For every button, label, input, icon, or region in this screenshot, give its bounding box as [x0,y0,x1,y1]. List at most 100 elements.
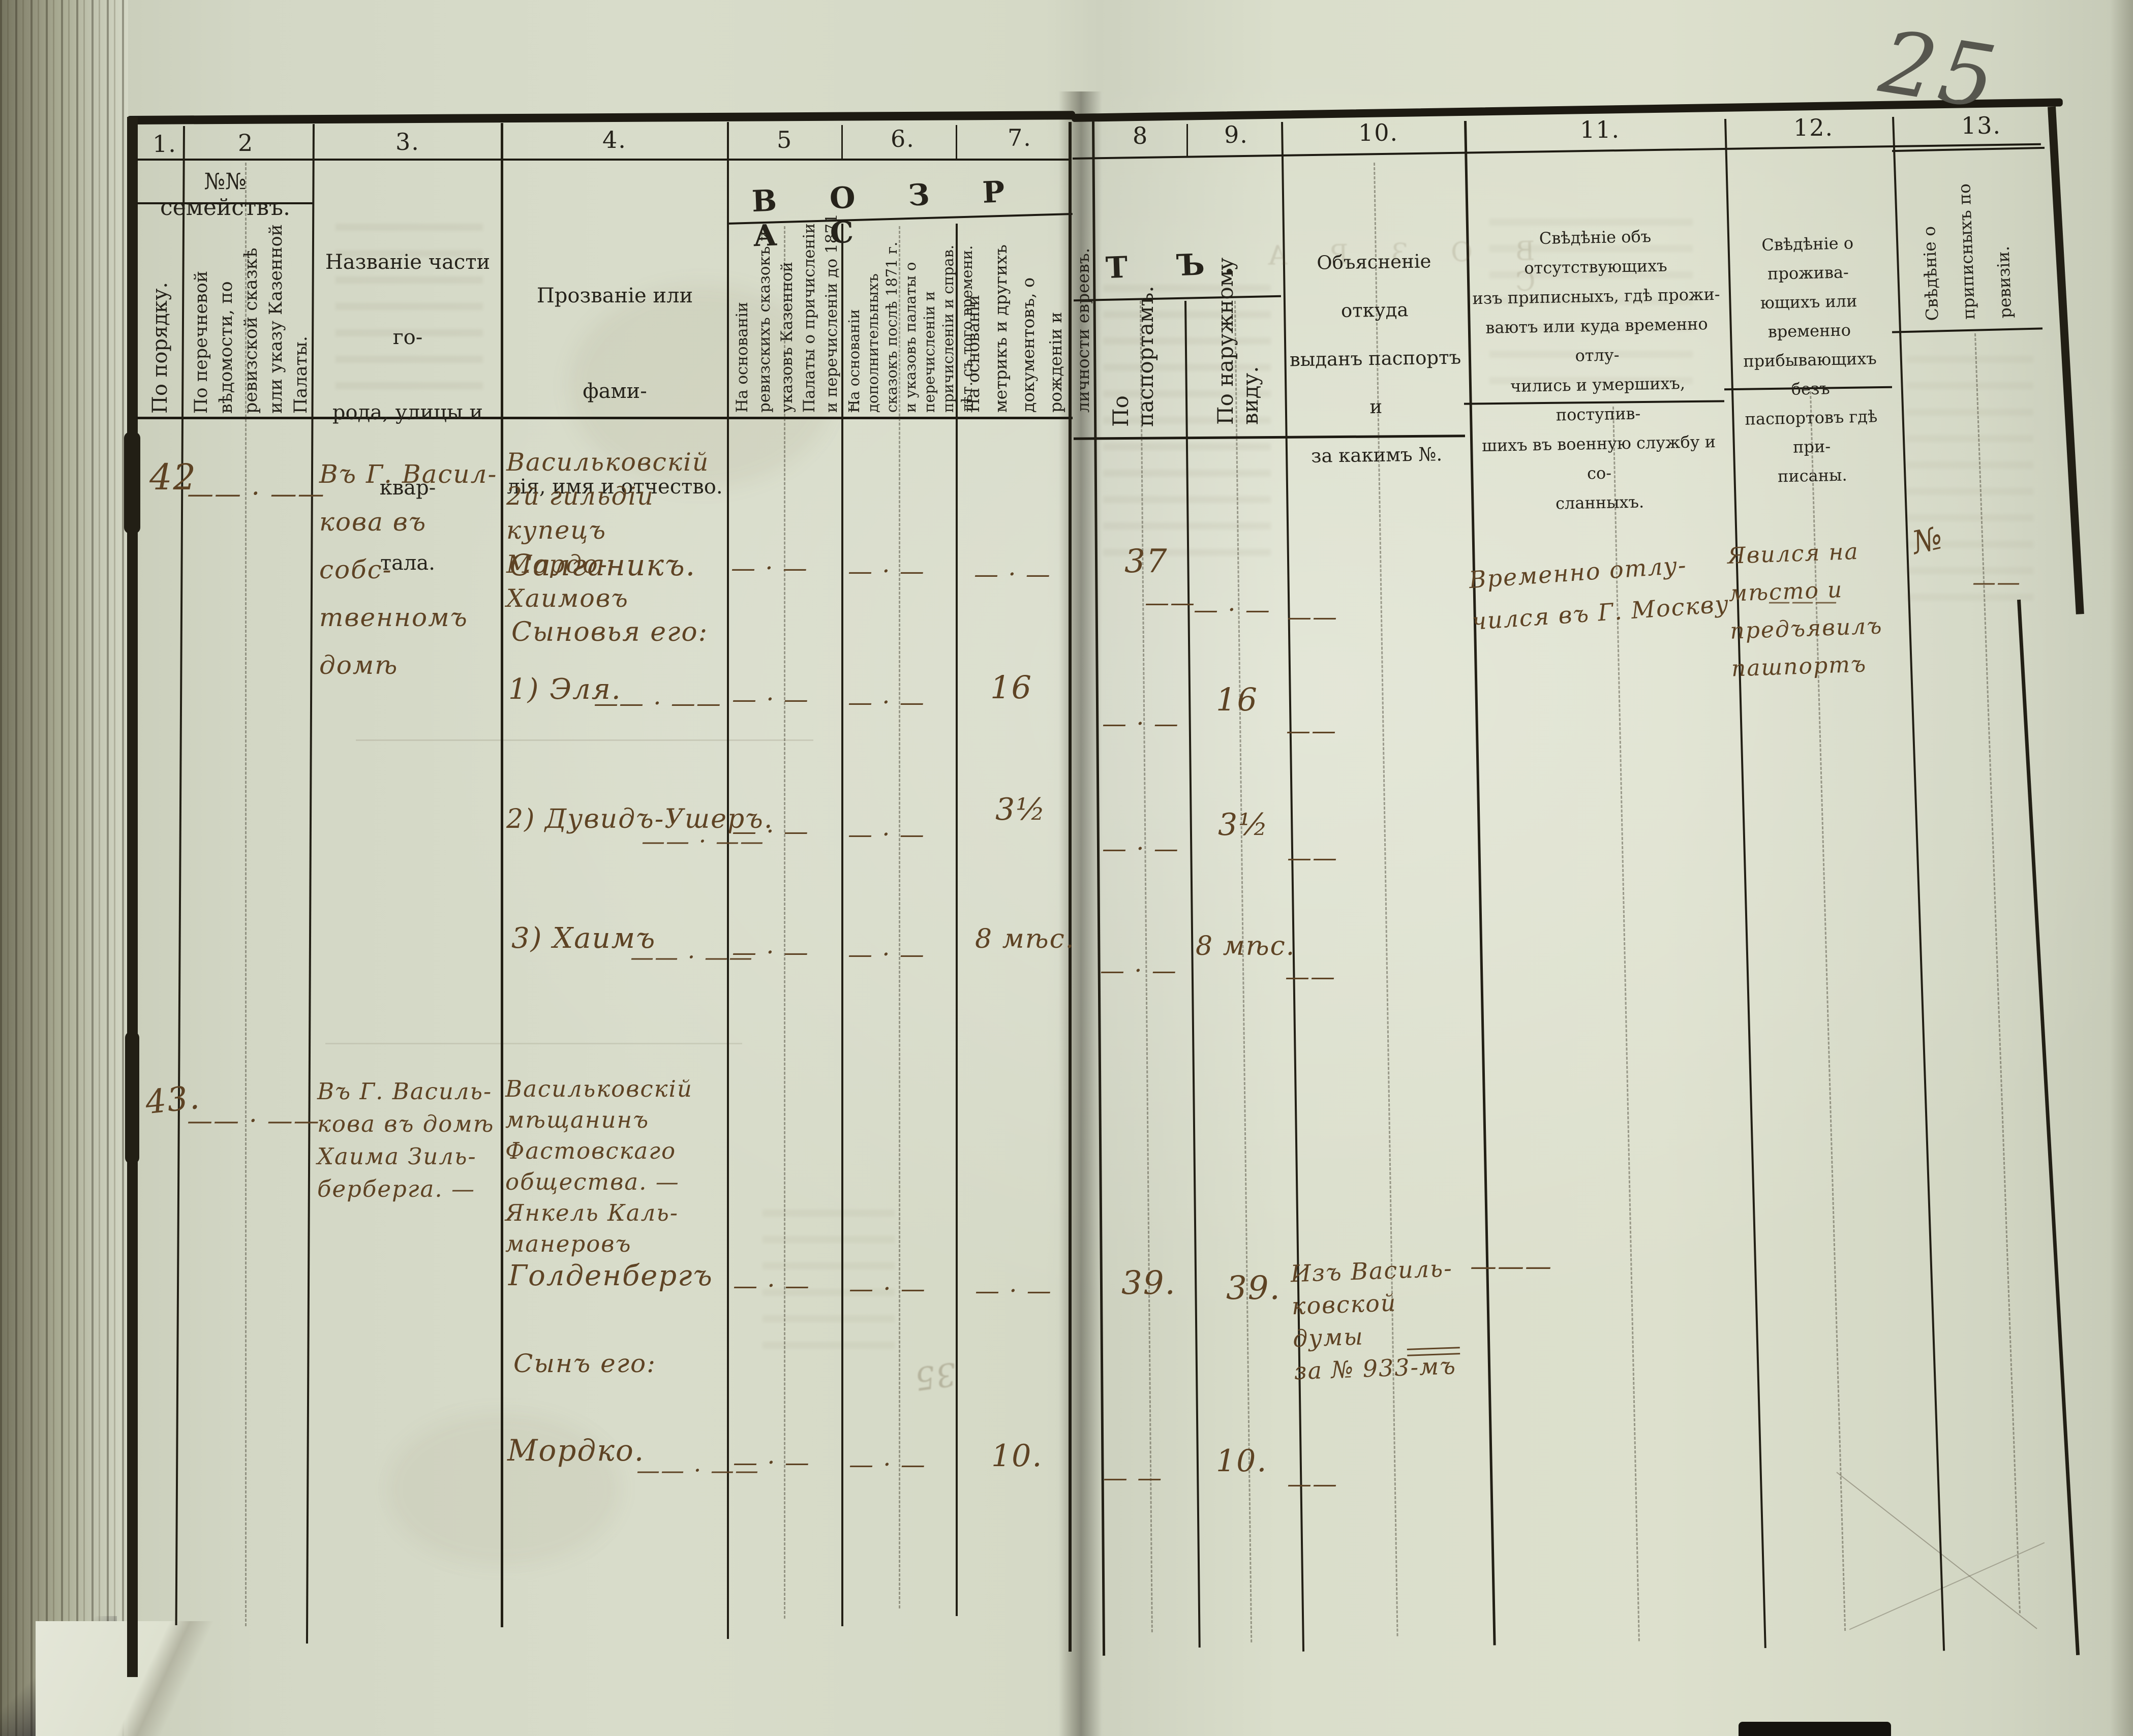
scratch-mark [1849,1542,2045,1630]
record-42-surname: Салганикъ. [509,548,696,582]
rule-header-bottom-left [136,417,1073,419]
rule-col13-box-top [1892,146,2045,152]
record-42-passport-age: 37 [1124,543,1168,580]
col1-header: По порядку. [148,282,172,414]
col6-number: 6. [891,125,915,152]
scratch-mark [1836,1472,2037,1629]
page-stack-left-edge [0,0,128,1736]
record-43-passport-age: 39. [1121,1264,1176,1302]
record-42-dash-col6: — · — [848,557,925,585]
dotted-rule-col2 [245,163,247,1626]
rule-col5-col6-stub [841,125,843,159]
rule-col12-col13 [1892,116,1945,1651]
record-43-dash-col5: — · — [733,1272,810,1300]
table-border-left-blob [125,1032,139,1164]
rule-col3-col4 [501,123,503,1627]
record-42-son3-dash-col10: —— [1285,963,1336,991]
record-42-son1-dash-col8: — · — [1102,709,1179,738]
record-42-son1-dash-col10: —— [1286,717,1337,745]
table-border-right-lower [2017,599,2080,1655]
record-42-son1-dash-col6: — · — [848,688,925,717]
record-43-son1-dash-col6: — · — [849,1450,926,1479]
rule-col6-col7-stub [956,125,957,159]
record-42-son1-appearance-age: 16 [1216,681,1258,718]
record-42-son3-appearance-age: 8 мѣс. [1196,931,1296,962]
col2-header: По перечневой вѣдомости, по ревизской ск… [191,224,311,414]
table-border-right [2048,106,2084,614]
record-42-son3-name: 3) Хаимъ [511,922,656,955]
bleed-through-text [1489,219,1693,386]
record-43-son1-dash-col10: —— [1287,1470,1338,1498]
record-43-dash-col7: — · — [975,1277,1052,1305]
col12-header: Свѣдѣніе о прожива- ющихъ или временно п… [1743,233,1878,486]
col9-number: 9. [1224,121,1248,148]
record-42-son3-dash-col5: — · — [732,938,809,967]
rule-col5-col6 [841,224,843,1626]
paper-stain [569,285,834,488]
record-42-sons-label: Сыновья его: [511,617,709,647]
col12-number: 12. [1793,114,1834,141]
record-42-dash-col5: — · — [731,554,808,582]
col3-number: 3. [395,128,420,156]
table-border-left-blob [124,432,140,534]
record-43-son1-dash-col5: — · — [733,1448,810,1477]
record-42-dash-col13: —— [1972,568,2021,596]
rule-col8-col9-stub [1186,124,1188,157]
scan-edge-bottom-right [1739,1722,1891,1736]
record-43-dash-col11: ——— [1470,1251,1552,1282]
record-43-surname: Голденбергъ [508,1259,713,1292]
record-42-dash-col9: — · — [1194,596,1271,624]
col8-number: 8 [1133,122,1149,149]
rule-under-families-group [136,202,314,204]
rule-left-page-fold-edge [1069,122,1072,1652]
table-border-top-left-page [127,111,1076,125]
table-border-left [127,117,138,1677]
dotted-rule-col5 [784,226,785,1619]
record-42-name: Васильковскій 2й гильдіи купецъ Мордо-Ха… [506,448,710,613]
record-42-son2-dash-col10: —— [1287,844,1338,872]
record-42-arrival-underline-dash: ——— [1768,588,1838,614]
record-42-dash-col10: —— [1287,603,1338,631]
col7-header: На основаніи метрикъ и другихъ документо… [963,244,1093,413]
record-42-location: Въ Г. Васил- кова въ собс- твенномъ домѣ [319,459,498,680]
record-42-son1-name: 1) Эля. [508,673,622,706]
record-42-son3-metric-age: 8 мѣс. [975,924,1075,954]
bleed-through-text [763,1210,895,1362]
record-42-son2-dash-col8: — · — [1102,834,1179,863]
record-42-son1-metric-age: 16 [990,669,1032,706]
record-42-dash-col8: —— [1145,588,1196,617]
record-42-son2-metric-age: 3½ [995,792,1047,827]
col11-number: 11. [1580,116,1621,143]
col5-header: На основаніи ревизскихъ сказокъ и указов… [733,213,863,413]
record-43-son1-metric-age: 10. [991,1438,1043,1474]
record-42-ledger-dashes: —— · —— [187,479,325,509]
record-42-son2-dash-col4: —— · —— [642,827,765,855]
scan-edge-right [2110,0,2133,1736]
record-42-son1-dash-col5: — · — [732,685,809,714]
col4-header: Прозваніе или фами- лія, имя и отчество. [507,284,723,499]
bleed-through-text [1906,356,2033,620]
record-43-son1-dash-col8: — — [1103,1464,1163,1492]
rule-under-column-numbers-left [136,159,1072,161]
record-42-son3-dash-col6: — · — [848,940,925,969]
col8-header: По паспортамъ. [1108,286,1158,427]
col11-header: Свѣдѣніе объ отсутствующихъ изъ приписны… [1472,227,1720,513]
record-42-son2-name: 2) Дувидъ-Ушеръ. [506,804,774,834]
record-43-passport-note: Изъ Василь- ковской думы за № 933-мъ [1290,1254,1457,1385]
record-42-son2-dash-col6: — · — [848,820,925,849]
col7-number: 7. [1008,124,1032,151]
record-43-location: Въ Г. Василь- кова въ домѣ Хаима Зиль- б… [317,1078,495,1202]
record-43-appearance-age: 39. [1226,1269,1281,1307]
col5-number: 5 [777,126,793,153]
record-43-son1-dash-col4: —— · —— [636,1456,759,1484]
bleed-through-text [336,224,483,391]
record-42-dash-col7: — · — [974,560,1051,588]
record-42-number: 42 [149,456,197,498]
col2-number: 2 [238,129,254,157]
col13-number: 13. [1961,112,2002,139]
record-43-son1-name: Мордко. [507,1433,645,1468]
families-group-header: №№ семействъ. [160,169,290,221]
record-43-ledger-dashes: —— · —— [187,1106,320,1135]
rule-col13-box-bottom [1892,327,2043,333]
